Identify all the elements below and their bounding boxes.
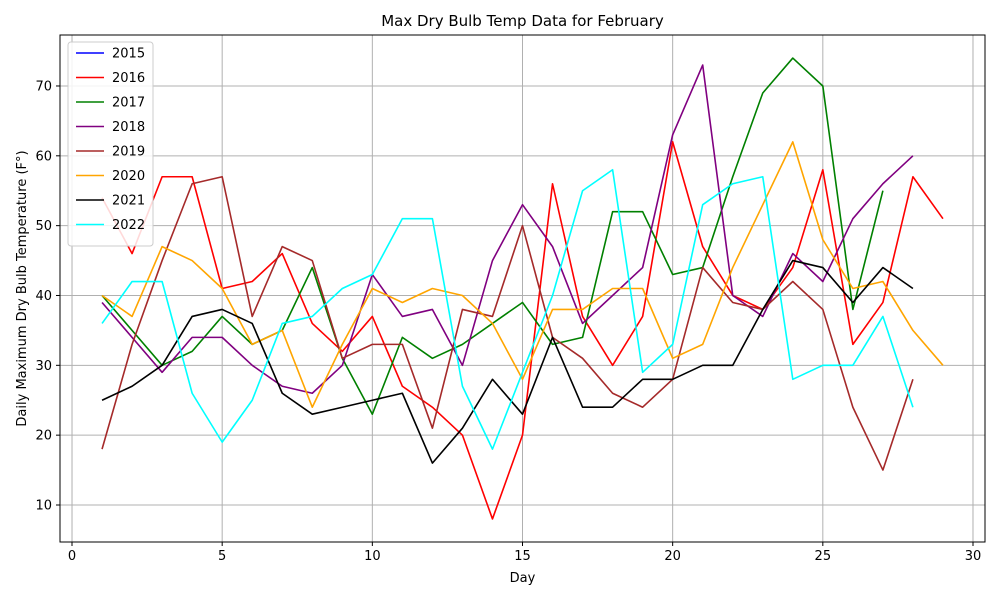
- legend-label-2022: 2022: [112, 218, 145, 233]
- series-line-2020: [101, 141, 944, 409]
- legend-box: [67, 41, 154, 247]
- y-tick-label: 30: [35, 359, 52, 374]
- legend-label-2020: 2020: [112, 169, 145, 184]
- legend-label-2017: 2017: [112, 96, 145, 111]
- y-tick-label: 10: [35, 498, 52, 513]
- y-tick-label: 70: [35, 79, 52, 94]
- legend-label-2015: 2015: [112, 47, 145, 62]
- x-tick-label: 15: [514, 549, 531, 564]
- legend-label-2018: 2018: [112, 120, 145, 135]
- x-axis-ticks: 0 5 10 15 20 25 30: [68, 542, 981, 564]
- series-lines: [101, 57, 944, 520]
- y-tick-label: 40: [35, 289, 52, 304]
- legend-label-2019: 2019: [112, 145, 145, 160]
- y-axis-title: Daily Maximum Dry Bulb Temperature (F°): [15, 150, 30, 426]
- legend: 2015 2016 2017 2018 2019 2020 2021 2022: [67, 41, 154, 247]
- y-tick-label: 60: [35, 149, 52, 164]
- x-tick-label: 30: [965, 549, 982, 564]
- y-tick-label: 50: [35, 219, 52, 234]
- x-tick-label: 5: [218, 549, 226, 564]
- chart-title: Max Dry Bulb Temp Data for February: [381, 12, 664, 30]
- series-line-2016: [101, 141, 944, 520]
- y-tick-label: 20: [35, 429, 52, 444]
- series-line-2019: [101, 175, 914, 471]
- x-axis-title: Day: [510, 571, 536, 586]
- x-tick-label: 10: [364, 549, 381, 564]
- legend-label-2021: 2021: [112, 194, 145, 209]
- y-axis-ticks: 10 20 30 40 50 60 70: [35, 79, 60, 513]
- x-tick-label: 25: [815, 549, 832, 564]
- legend-label-2016: 2016: [112, 71, 145, 86]
- x-tick-label: 20: [664, 549, 681, 564]
- series-line-2021: [101, 259, 914, 464]
- series-line-2022: [101, 168, 914, 450]
- x-tick-label: 0: [68, 549, 76, 564]
